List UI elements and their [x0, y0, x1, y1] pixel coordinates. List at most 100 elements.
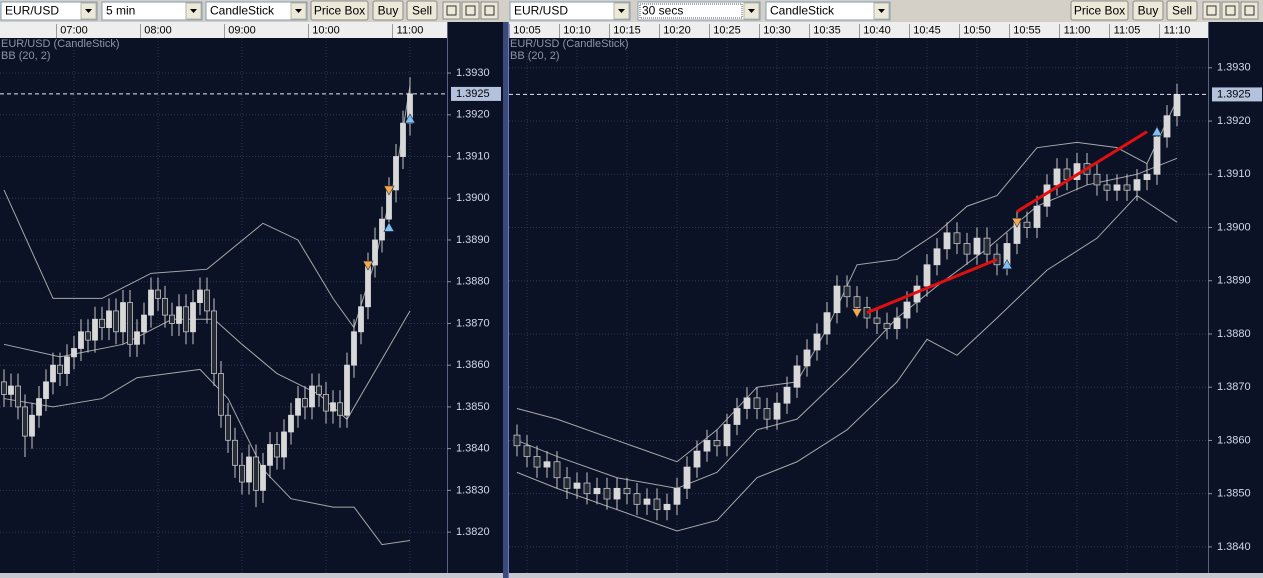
icon-box[interactable] — [480, 1, 499, 20]
candle-body — [713, 440, 721, 447]
toolbar-icon[interactable] — [1221, 1, 1240, 20]
signal-down — [851, 308, 863, 319]
dropdown[interactable]: CandleStick — [765, 1, 891, 21]
dropdown-arrow[interactable] — [618, 9, 625, 13]
candle-body — [372, 239, 378, 266]
dropdown-box[interactable] — [637, 1, 761, 21]
candle-body — [302, 398, 308, 408]
candle-body — [973, 237, 981, 255]
candle-body — [260, 464, 266, 491]
button-text[interactable]: Sell — [412, 4, 432, 18]
dropdown-box[interactable] — [0, 1, 98, 21]
button-text[interactable]: Price Box — [1074, 4, 1125, 18]
button-text[interactable]: Price Box — [314, 4, 365, 18]
y-tick-label: 1.3900 — [456, 192, 490, 204]
dropdown-arrow[interactable] — [878, 9, 885, 13]
dropdown[interactable]: EUR/USD — [0, 1, 98, 21]
toolbar-button[interactable]: Buy — [372, 0, 404, 21]
toolbar-icon[interactable] — [442, 1, 461, 20]
dropdown[interactable]: 5 min — [101, 1, 203, 21]
dropdown[interactable]: CandleStick — [205, 1, 308, 21]
toolbar-icon[interactable] — [1240, 1, 1259, 20]
candle-body — [155, 289, 161, 299]
dropdown-arrow[interactable] — [190, 9, 197, 13]
dropdown-arrow[interactable] — [85, 9, 92, 13]
toolbar-button[interactable]: Buy — [1132, 0, 1164, 21]
dropdown-box[interactable] — [765, 1, 891, 21]
x-tick-label: 11:00 — [397, 24, 424, 36]
button-box[interactable] — [372, 0, 404, 21]
y-tick-label: 1.3860 — [1217, 434, 1251, 446]
candle-body — [36, 398, 42, 416]
signal-up — [404, 113, 416, 124]
dropdown-focus[interactable] — [639, 3, 743, 19]
toolbar-icon[interactable] — [480, 1, 499, 20]
toolbar-button[interactable]: Price Box — [1070, 0, 1129, 21]
candle-body — [563, 477, 571, 489]
candle-body — [613, 487, 621, 500]
y-tick-label: 1.3850 — [456, 401, 490, 413]
signal-up — [1151, 126, 1163, 136]
button-box[interactable] — [1166, 0, 1198, 21]
dropdown-box[interactable] — [101, 1, 203, 21]
trend-line — [1016, 130, 1148, 213]
panel-divider — [503, 0, 508, 578]
icon-glyph[interactable] — [1244, 5, 1255, 16]
button-text[interactable]: Buy — [1138, 4, 1159, 18]
dropdown-box[interactable] — [509, 1, 631, 21]
icon-glyph[interactable] — [1225, 5, 1236, 16]
icon-box[interactable] — [1240, 1, 1259, 20]
candle-body — [953, 232, 961, 244]
price-axis-background — [447, 22, 503, 573]
button-text[interactable]: Sell — [1172, 4, 1192, 18]
dropdown-text[interactable]: CandleStick — [210, 4, 275, 18]
candle-body — [1143, 173, 1151, 181]
toolbar-icon[interactable] — [1202, 1, 1221, 20]
toolbar-button[interactable]: Price Box — [310, 0, 369, 21]
icon-box[interactable] — [461, 1, 480, 20]
dropdown-text[interactable]: EUR/USD — [514, 4, 568, 18]
dropdown-text[interactable]: EUR/USD — [5, 4, 59, 18]
icon-glyph[interactable] — [446, 5, 457, 16]
dropdown-arrow[interactable] — [748, 9, 755, 13]
dropdown[interactable]: 30 secs — [637, 1, 761, 21]
button-box[interactable] — [1070, 0, 1129, 21]
button-box[interactable] — [1132, 0, 1164, 21]
y-tick-label: 1.3840 — [1217, 541, 1251, 553]
y-tick-label: 1.3920 — [1217, 115, 1251, 127]
x-tick-label: 10:35 — [813, 24, 841, 36]
toolbar-button[interactable]: Sell — [1166, 0, 1198, 21]
button-box[interactable] — [406, 0, 438, 21]
button-text[interactable]: Buy — [378, 4, 399, 18]
indicator-label: BB (20, 2) — [1, 50, 51, 62]
dropdown-arrow[interactable] — [295, 9, 302, 13]
candle-body — [295, 398, 301, 416]
candle-body — [853, 296, 861, 308]
dropdown-box[interactable] — [205, 1, 308, 21]
candle-body — [169, 314, 175, 324]
icon-glyph[interactable] — [465, 5, 476, 16]
bollinger-band — [3, 368, 411, 546]
icon-box[interactable] — [442, 1, 461, 20]
x-tick-label: 10:05 — [513, 24, 541, 36]
candle-body — [663, 503, 671, 511]
y-tick-label: 1.3930 — [456, 67, 490, 79]
dropdown-text[interactable]: 30 secs — [642, 4, 683, 18]
button-box[interactable] — [310, 0, 369, 21]
candle-body — [85, 331, 91, 341]
icon-glyph[interactable] — [484, 5, 495, 16]
icon-glyph[interactable] — [1206, 5, 1217, 16]
dropdown-text[interactable]: CandleStick — [770, 4, 835, 18]
candle-body — [513, 434, 521, 447]
dropdown-text[interactable]: 5 min — [106, 4, 135, 18]
icon-box[interactable] — [1202, 1, 1221, 20]
toolbar-icon[interactable] — [461, 1, 480, 20]
candle-body — [763, 408, 771, 420]
candle-body — [873, 317, 881, 324]
icon-box[interactable] — [1221, 1, 1240, 20]
dropdown[interactable]: EUR/USD — [509, 1, 631, 21]
candle-body — [309, 385, 315, 408]
x-tick-label: 10:10 — [563, 24, 591, 36]
toolbar-button[interactable]: Sell — [406, 0, 438, 21]
candle-body — [783, 386, 791, 404]
